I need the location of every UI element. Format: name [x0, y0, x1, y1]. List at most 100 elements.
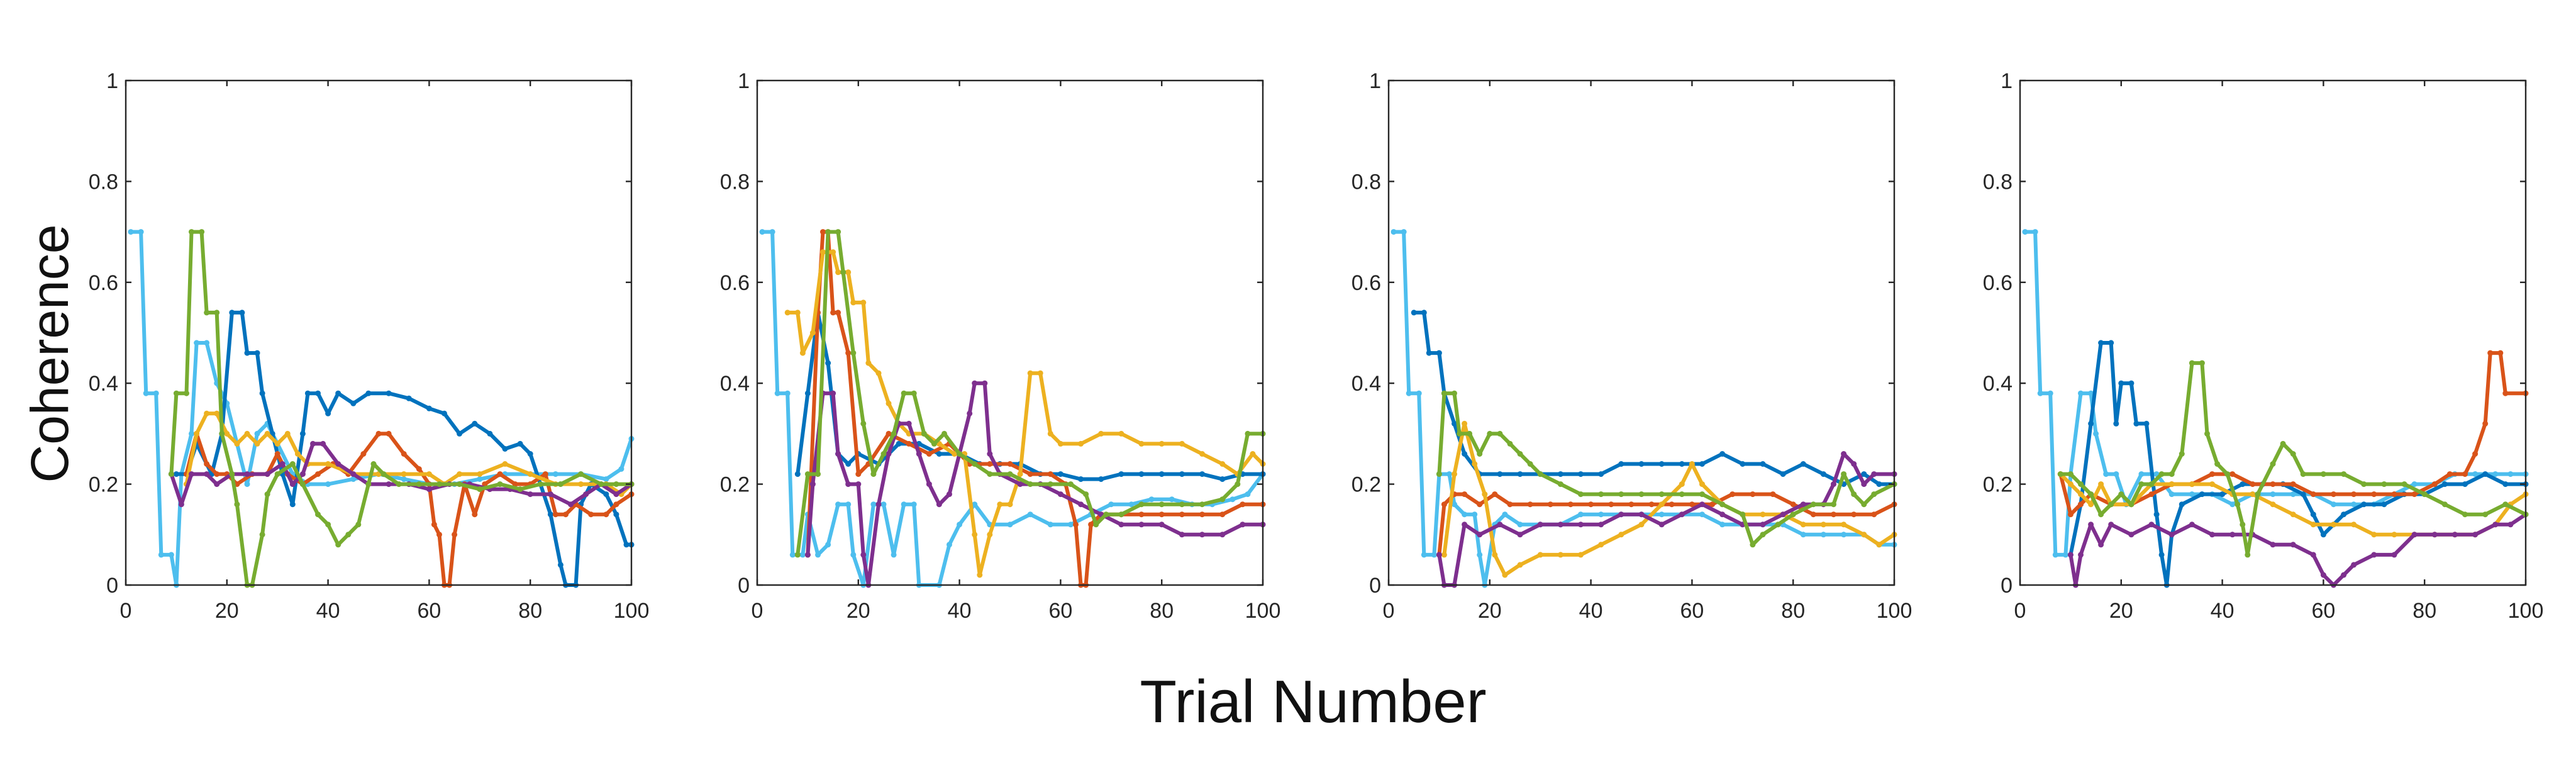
series-4-point-6: [234, 440, 240, 447]
series-4-point-14: [2270, 501, 2276, 508]
series-4-point-39: [1250, 451, 1256, 457]
x-tick-label: 20: [847, 599, 870, 623]
series-4-point-20: [457, 471, 463, 477]
series-5-point-11: [2209, 532, 2215, 538]
series-5-point-24: [527, 491, 533, 498]
series-1-point-5: [789, 552, 796, 558]
series-3-point-28: [1179, 511, 1185, 518]
series-4-point-18: [2351, 522, 2357, 528]
series-4-point-2: [2067, 481, 2074, 488]
series-3-point-7: [2148, 491, 2155, 498]
series-2-point-19: [1098, 476, 1104, 483]
series-1-point-15: [1502, 511, 1508, 518]
series-2-point-40: [623, 542, 630, 548]
x-tick-label: 20: [1478, 599, 1502, 623]
series-6-point-1: [168, 471, 174, 477]
series-6-point-23: [365, 481, 372, 488]
series-5-point-9: [2168, 532, 2175, 538]
y-axis-title: Coherence: [20, 225, 79, 483]
series-3-point-24: [1851, 511, 1857, 518]
series-1-point-33: [2507, 471, 2514, 477]
series-5-point-31: [1158, 522, 1165, 528]
series-4-point-8: [254, 440, 260, 447]
series-4-point-23: [1800, 522, 1806, 528]
series-5-point-25: [2451, 532, 2458, 538]
series-4-point-15: [1658, 501, 1665, 508]
series-5-point-15: [926, 481, 932, 488]
series-6-point-7: [850, 350, 857, 356]
series-6-point-28: [1138, 501, 1145, 508]
series-5-point-4: [2088, 522, 2094, 528]
series-2-point-5: [2108, 340, 2114, 346]
series-5-point-23: [2411, 532, 2418, 538]
series-4-point-9: [264, 430, 270, 437]
series-3-point-21: [2431, 481, 2438, 488]
series-5-point-21: [982, 380, 988, 386]
series-5-point-4: [1462, 522, 1468, 528]
series-6-point-12: [2168, 471, 2175, 477]
series-6-point-28: [2341, 471, 2347, 477]
series-6-point-37: [613, 481, 619, 488]
series-3-point-10: [1567, 501, 1574, 508]
series-2-point-7: [2118, 380, 2124, 386]
series-3-point-8: [1527, 501, 1533, 508]
series-4-point-21: [1760, 511, 1766, 518]
series-6-point-18: [2224, 471, 2231, 477]
series-6-point-30: [1851, 491, 1857, 498]
series-5-point-7: [855, 481, 862, 488]
series-3-point-20: [1073, 522, 1079, 528]
series-2-point-31: [2462, 481, 2468, 488]
series-2-point-24: [441, 410, 447, 416]
series-3-point-17: [1709, 501, 1716, 508]
series-1-point-11: [1472, 511, 1478, 518]
series-6-point-24: [2280, 440, 2286, 447]
series-2-point-8: [2128, 380, 2135, 386]
series-6-point-6: [840, 269, 847, 276]
series-1-point-23: [1658, 511, 1665, 518]
series-5-point-29: [613, 491, 619, 498]
series-5-point-26: [1861, 481, 1867, 488]
series-1-point-9: [1452, 501, 1457, 508]
series-6-point-4: [825, 229, 831, 235]
series-2-point-4: [1436, 350, 1442, 356]
series-1-point-30: [1108, 501, 1114, 508]
series-1-point-24: [2331, 501, 2336, 508]
series-1-point-12: [2113, 471, 2119, 477]
series-1-point-36: [1230, 496, 1236, 503]
series-2-point-17: [1057, 471, 1063, 477]
series-6-point-8: [2128, 501, 2135, 508]
series-6-point-14: [2189, 360, 2195, 366]
series-2-point-18: [1078, 476, 1084, 483]
series-2-point-22: [406, 395, 412, 401]
series-5-point-6: [2108, 522, 2114, 528]
series-3-point-16: [2331, 491, 2336, 498]
x-tick-label: 40: [2211, 599, 2235, 623]
series-6-point-2: [2067, 471, 2074, 477]
series-3-point-25: [452, 532, 458, 538]
series-6-point-9: [1507, 440, 1513, 447]
series-2-point-33: [2502, 481, 2509, 488]
y-tick-label: 0: [1369, 574, 1381, 598]
y-tick-label: 1: [2001, 69, 2012, 93]
series-3-point-11: [1588, 501, 1594, 508]
series-2-point-25: [457, 430, 463, 437]
x-tick-label: 20: [215, 599, 239, 623]
series-1-point-23: [972, 501, 978, 508]
series-2-point-25: [1219, 476, 1226, 483]
series-2-point-25: [2341, 511, 2347, 518]
y-tick-label: 0.4: [720, 372, 750, 396]
series-6-point-1: [2057, 471, 2063, 477]
series-4-point-4: [1472, 461, 1478, 467]
series-6-point-31: [497, 481, 503, 488]
series-6-point-9: [870, 471, 877, 477]
series-4-point-29: [1057, 440, 1063, 447]
series-6-point-17: [299, 481, 306, 488]
series-1-point-5: [2052, 552, 2058, 558]
series-2-point-9: [896, 440, 902, 447]
series-1-point-19: [2229, 501, 2236, 508]
series-5-point-6: [845, 481, 852, 488]
series-6-point-8: [219, 430, 225, 437]
x-tick-label: 40: [316, 599, 340, 623]
series-1-point-32: [603, 476, 609, 483]
series-line-6: [169, 230, 633, 587]
